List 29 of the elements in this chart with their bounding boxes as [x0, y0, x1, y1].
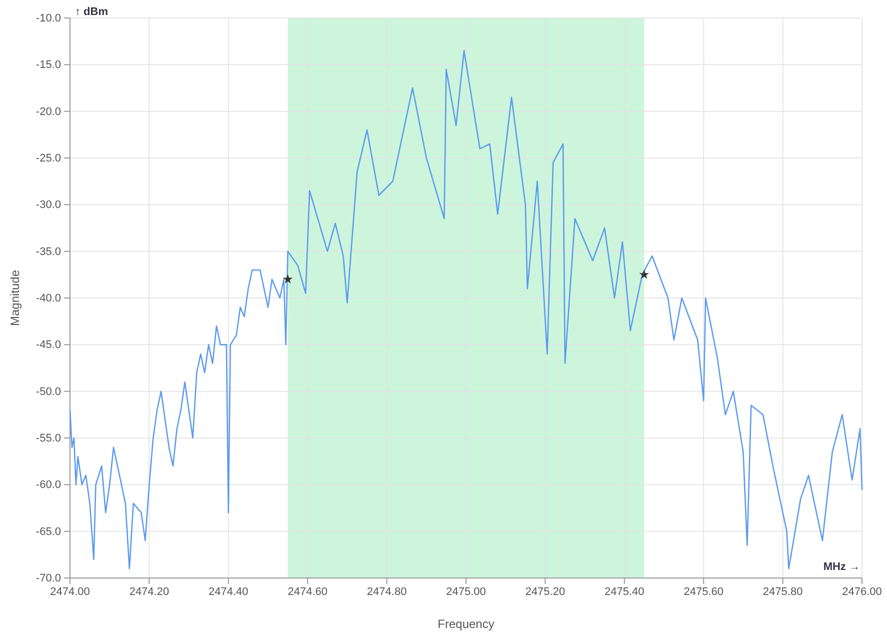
- y-tick-label: -45.0: [36, 339, 61, 352]
- x-axis-title: Frequency: [438, 617, 494, 631]
- x-tick-label: 2475.80: [762, 586, 803, 598]
- x-tick-label: 2474.80: [366, 586, 407, 598]
- y-tick-label: -35.0: [36, 246, 61, 258]
- y-tick-label: -30.0: [36, 199, 61, 212]
- y-tick-label: -65.0: [36, 526, 61, 538]
- x-tick-label: 2474.00: [50, 586, 90, 598]
- y-tick-label: -50.0: [36, 386, 61, 398]
- y-tick-label: -60.0: [36, 479, 61, 492]
- y-tick-label: -55.0: [36, 432, 61, 445]
- annotation: MHz →: [823, 561, 860, 573]
- x-tick-label: 2475.40: [604, 586, 644, 598]
- x-tick-label: 2475.20: [525, 586, 566, 598]
- y-tick-label: -20.0: [36, 106, 61, 118]
- y-tick-label: -70.0: [36, 572, 61, 585]
- x-tick-label: 2476.00: [842, 586, 882, 598]
- line-series: [69, 50, 863, 570]
- x-tick-label: 2475.60: [684, 586, 724, 598]
- x-tick-label: 2474.20: [129, 586, 170, 598]
- y-tick-label: -40.0: [36, 292, 61, 305]
- x-tick-label: 2475.00: [446, 586, 486, 598]
- y-tick-label: -15.0: [36, 59, 61, 72]
- annotation: ↑ dBm: [75, 6, 108, 18]
- y-tick-label: -10.0: [36, 12, 61, 25]
- y-tick-label: -25.0: [36, 152, 61, 165]
- x-tick-label: 2474.40: [208, 586, 248, 598]
- y-axis-title: Magnitude: [8, 270, 22, 326]
- x-tick-label: 2474.60: [288, 586, 328, 598]
